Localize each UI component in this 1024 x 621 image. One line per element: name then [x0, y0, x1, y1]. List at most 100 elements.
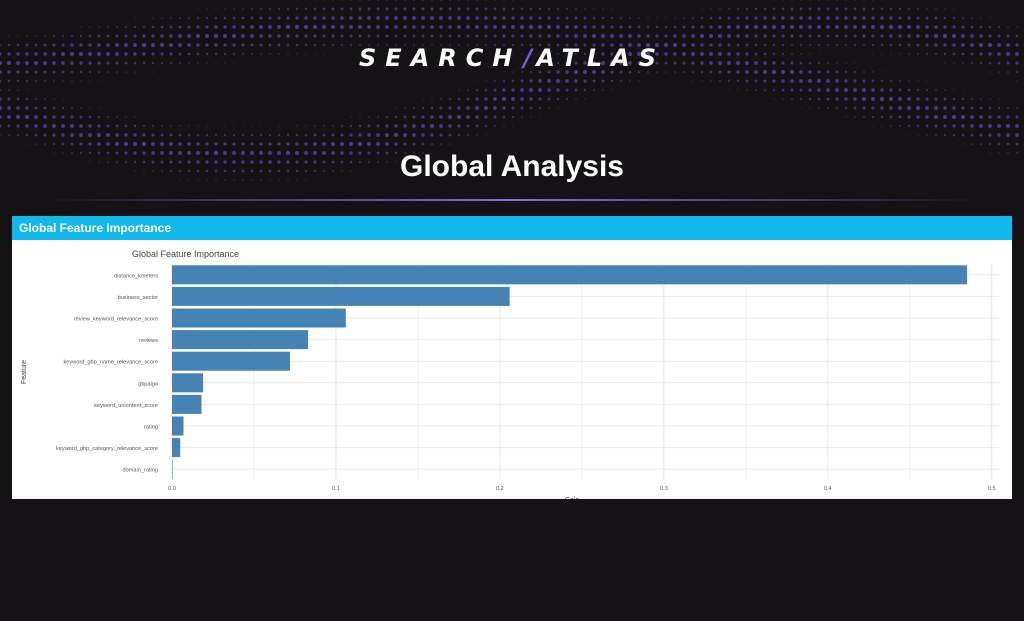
bg-dot [484, 34, 488, 38]
bg-dot [602, 8, 604, 10]
bg-dot [835, 43, 839, 47]
bg-dot [925, 16, 929, 20]
bg-dot [762, 69, 768, 75]
bg-dot [106, 142, 110, 146]
bg-dot [25, 124, 29, 128]
bg-dot [485, 53, 487, 55]
bg-dot [926, 8, 928, 10]
bg-dot [618, 60, 624, 66]
bg-dot [672, 42, 678, 48]
bg-dot [268, 43, 272, 47]
bg-dot [853, 79, 857, 83]
bg-dot [961, 52, 965, 56]
bg-dot [781, 43, 785, 47]
bg-dot [78, 51, 84, 57]
bg-dot [935, 8, 937, 10]
bg-dot [80, 107, 82, 109]
bg-dot [215, 188, 217, 190]
bg-dot [664, 25, 668, 29]
bg-dot [124, 160, 128, 164]
bg-dot [350, 170, 352, 172]
bg-dot [827, 53, 829, 55]
bg-dot [0, 97, 2, 101]
bg-dot [944, 80, 946, 82]
bg-dot [305, 179, 307, 181]
bg-dot [97, 115, 101, 119]
bg-dot [899, 125, 901, 127]
bg-dot [269, 125, 271, 127]
bg-dot [349, 124, 353, 128]
bg-dot [142, 151, 146, 155]
bg-dot [457, 16, 461, 20]
bg-dot [520, 97, 524, 101]
bg-dot [313, 160, 317, 164]
bg-dot [376, 25, 380, 29]
bg-dot [790, 7, 794, 11]
bg-dot [332, 116, 334, 118]
bg-dot [1007, 26, 1009, 28]
bg-dot [754, 52, 758, 56]
bg-dot [782, 98, 784, 100]
bg-dot [71, 152, 73, 154]
bg-dot [250, 133, 254, 137]
bg-dot [889, 115, 893, 119]
bg-dot [970, 52, 974, 56]
bg-dot [188, 116, 190, 118]
bg-dot [124, 61, 128, 65]
bg-dot [341, 0, 343, 1]
bg-dot [43, 43, 47, 47]
bg-dot [420, 123, 426, 129]
bg-dot [313, 169, 317, 173]
bg-dot [0, 79, 2, 83]
bg-dot [862, 106, 866, 110]
bg-dot [269, 0, 271, 1]
bg-dot [142, 160, 146, 164]
bg-dot [7, 70, 11, 74]
bg-dot [629, 8, 631, 10]
bg-dot [475, 7, 479, 11]
bg-dot [827, 0, 829, 1]
bg-dot [43, 70, 47, 74]
bg-dot [16, 79, 20, 83]
bg-dot [197, 8, 199, 10]
bg-dot [349, 25, 353, 29]
bg-dot [267, 24, 273, 30]
bg-dot [223, 133, 227, 137]
bg-dot [62, 98, 64, 100]
bg-dot [89, 26, 91, 28]
bg-dot [125, 116, 127, 118]
bg-dot [286, 43, 290, 47]
bg-dot [88, 115, 92, 119]
bg-dot [268, 34, 272, 38]
bg-dot [942, 33, 948, 39]
bg-dot [440, 152, 442, 154]
bg-dot [179, 116, 181, 118]
bg-dot [754, 79, 758, 83]
bg-dot [772, 16, 776, 20]
bg-dot [665, 80, 667, 82]
bg-dot [125, 17, 127, 19]
bg-dot [1015, 43, 1019, 47]
bg-dot [556, 34, 560, 38]
bg-dot [168, 42, 174, 48]
bg-dot [610, 25, 614, 29]
bg-dot [916, 34, 920, 38]
bg-dot [457, 124, 461, 128]
bg-dot [871, 16, 875, 20]
bg-dot [890, 53, 892, 55]
bg-dot [1015, 34, 1019, 38]
bg-dot [87, 132, 93, 138]
bg-dot [89, 161, 91, 163]
bg-dot [548, 0, 550, 1]
bg-dot [133, 160, 137, 164]
bg-dot [890, 125, 892, 127]
bg-dot [556, 43, 560, 47]
bg-dot [377, 116, 379, 118]
bg-dot [547, 70, 551, 74]
bg-dot [988, 133, 992, 137]
bg-dot [809, 107, 811, 109]
bg-dot [377, 107, 379, 109]
bg-dot [493, 7, 497, 11]
bg-dot [322, 7, 326, 11]
bg-dot [376, 133, 380, 137]
